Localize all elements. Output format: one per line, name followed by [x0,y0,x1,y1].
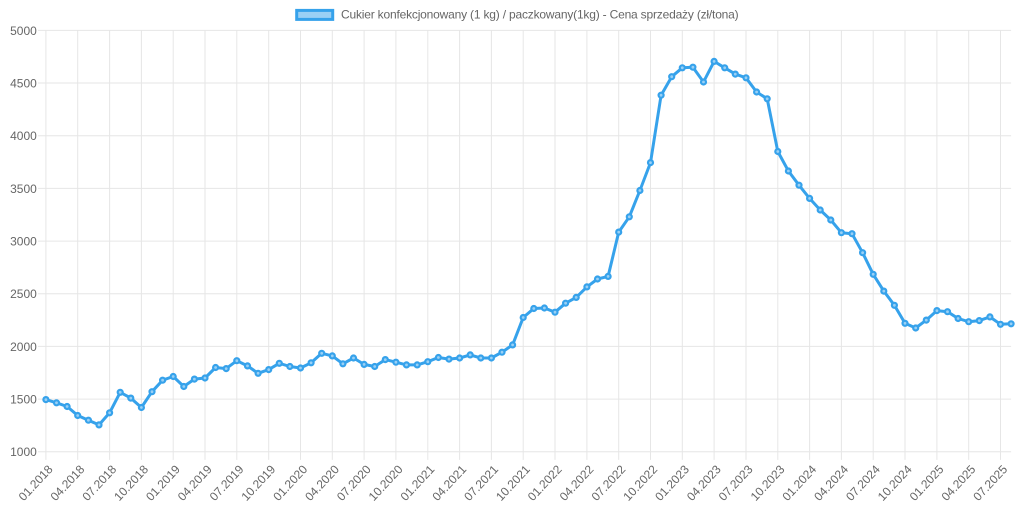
svg-text:5000: 5000 [10,24,37,38]
svg-text:1000: 1000 [10,445,37,459]
svg-text:1500: 1500 [10,393,37,407]
svg-text:2000: 2000 [10,340,37,354]
svg-text:2500: 2500 [10,287,37,301]
svg-text:Cukier konfekcjonowany (1 kg): Cukier konfekcjonowany (1 kg) / paczkowa… [341,8,739,22]
svg-text:3000: 3000 [10,235,37,249]
svg-text:4500: 4500 [10,76,37,90]
svg-text:4000: 4000 [10,129,37,143]
svg-text:3500: 3500 [10,182,37,196]
